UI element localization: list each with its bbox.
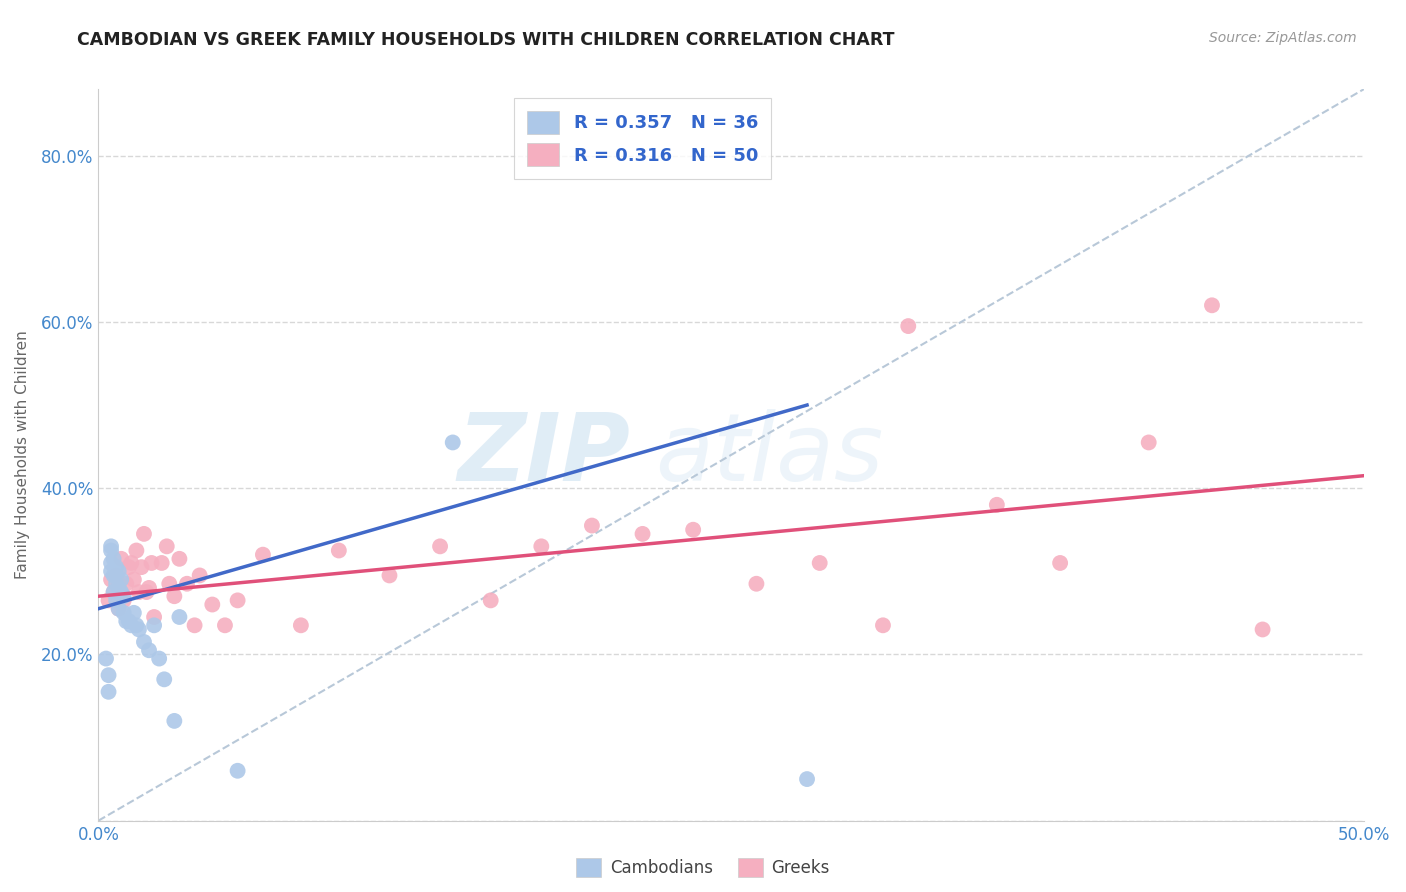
Y-axis label: Family Households with Children: Family Households with Children: [15, 331, 30, 579]
Point: [125, 618, 148, 632]
Point: [100, 573, 122, 587]
Point: [441, 435, 464, 450]
Point: [110, 585, 132, 599]
Point: [1137, 435, 1160, 450]
Point: [120, 618, 142, 632]
Point: [214, 618, 236, 632]
Point: [128, 623, 150, 637]
Text: CAMBODIAN VS GREEK FAMILY HOUSEHOLDS WITH CHILDREN CORRELATION CHART: CAMBODIAN VS GREEK FAMILY HOUSEHOLDS WIT…: [77, 31, 894, 49]
Point: [94, 651, 117, 665]
Point: [103, 585, 125, 599]
Point: [148, 651, 170, 665]
Point: [530, 539, 553, 553]
Point: [252, 548, 274, 562]
Point: [183, 618, 205, 632]
Point: [122, 606, 145, 620]
Point: [138, 581, 160, 595]
Point: [479, 593, 502, 607]
Point: [115, 614, 138, 628]
Point: [1251, 623, 1274, 637]
Point: [122, 573, 145, 587]
Legend: Cambodians, Greeks: Cambodians, Greeks: [569, 851, 837, 884]
Text: Source: ZipAtlas.com: Source: ZipAtlas.com: [1209, 31, 1357, 45]
Point: [176, 576, 198, 591]
Point: [226, 764, 249, 778]
Point: [103, 585, 125, 599]
Point: [138, 643, 160, 657]
Point: [328, 543, 350, 558]
Point: [897, 319, 920, 334]
Point: [169, 610, 191, 624]
Point: [135, 585, 157, 599]
Point: [131, 560, 153, 574]
Point: [150, 556, 173, 570]
Point: [808, 556, 831, 570]
Point: [97, 685, 120, 699]
Point: [631, 527, 654, 541]
Point: [163, 714, 186, 728]
Point: [290, 618, 312, 632]
Point: [107, 581, 129, 595]
Point: [118, 560, 141, 574]
Point: [107, 564, 129, 578]
Point: [872, 618, 894, 632]
Point: [103, 551, 125, 566]
Point: [378, 568, 401, 582]
Point: [581, 518, 603, 533]
Point: [112, 589, 135, 603]
Point: [429, 539, 451, 553]
Point: [745, 576, 768, 591]
Point: [118, 614, 141, 628]
Point: [105, 560, 128, 574]
Point: [115, 576, 138, 591]
Point: [188, 568, 211, 582]
Point: [986, 498, 1008, 512]
Point: [143, 618, 166, 632]
Point: [169, 551, 191, 566]
Point: [97, 668, 120, 682]
Point: [143, 610, 166, 624]
Point: [157, 576, 180, 591]
Point: [107, 576, 129, 591]
Point: [110, 551, 132, 566]
Point: [103, 568, 125, 582]
Point: [132, 635, 155, 649]
Point: [110, 573, 132, 587]
Point: [105, 576, 128, 591]
Point: [132, 527, 155, 541]
Point: [100, 543, 122, 558]
Point: [796, 772, 818, 786]
Point: [97, 593, 120, 607]
Point: [141, 556, 163, 570]
Point: [100, 539, 122, 553]
Text: atlas: atlas: [655, 409, 883, 500]
Point: [100, 556, 122, 570]
Point: [120, 556, 142, 570]
Point: [163, 589, 186, 603]
Point: [153, 673, 176, 687]
Point: [100, 564, 122, 578]
Point: [105, 593, 128, 607]
Point: [1201, 298, 1223, 312]
Legend: R = 0.357   N = 36, R = 0.316   N = 50: R = 0.357 N = 36, R = 0.316 N = 50: [515, 98, 770, 179]
Point: [105, 568, 128, 582]
Point: [112, 593, 135, 607]
Point: [156, 539, 179, 553]
Point: [107, 601, 129, 615]
Text: ZIP: ZIP: [457, 409, 630, 501]
Point: [201, 598, 224, 612]
Point: [682, 523, 704, 537]
Point: [1049, 556, 1071, 570]
Point: [226, 593, 249, 607]
Point: [112, 606, 135, 620]
Point: [128, 585, 150, 599]
Point: [125, 543, 148, 558]
Point: [107, 601, 129, 615]
